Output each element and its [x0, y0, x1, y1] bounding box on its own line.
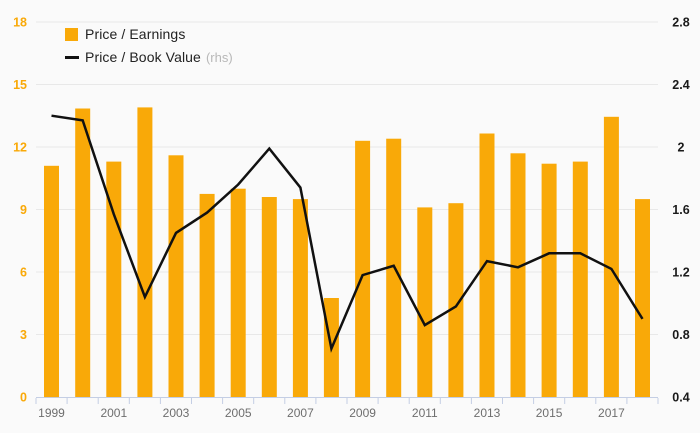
bar-2000	[75, 108, 91, 397]
bar-2005	[230, 188, 246, 397]
x-axis-label-2013: 2013	[474, 406, 501, 420]
bar-2006	[261, 197, 277, 397]
x-axis-label-2003: 2003	[163, 406, 190, 420]
x-axis-label-2007: 2007	[287, 406, 314, 420]
right-axis-labels: 0.4 0.8 1.2 1.6 2 2.4 2.8	[672, 16, 689, 405]
x-axis-label-2015: 2015	[536, 406, 563, 420]
x-axis-label-2017: 2017	[598, 406, 625, 420]
x-axis-labels: 1999 2001 2003 2005 2007 2009 2011 2013 2015 2017	[38, 406, 625, 420]
right-axis-label-2.4: 2.4	[672, 78, 689, 92]
legend-item-price-book-value[interactable]: Price / Book Value (rhs)	[65, 49, 233, 65]
bar-2004	[199, 193, 215, 397]
legend-label-price-earnings: Price / Earnings	[85, 26, 186, 42]
right-axis-label-0.4: 0.4	[672, 391, 689, 405]
x-axis-label-2005: 2005	[225, 406, 252, 420]
right-axis-label-2.8: 2.8	[672, 16, 689, 30]
right-axis-label-0.8: 0.8	[672, 328, 689, 342]
right-axis-label-2: 2	[678, 141, 685, 155]
gridlines	[36, 21, 658, 335]
left-axis-labels: 0 3 6 9 12 15 18	[13, 16, 27, 405]
bar-2018	[635, 199, 650, 397]
price-earnings-bars	[44, 107, 650, 398]
x-axis-label-2009: 2009	[349, 406, 376, 420]
left-axis-label-3: 3	[20, 328, 27, 342]
x-axis-label-2001: 2001	[100, 406, 127, 420]
right-axis-label-1.6: 1.6	[672, 203, 689, 217]
left-axis-label-6: 6	[20, 266, 27, 280]
bar-2003	[168, 155, 184, 397]
x-axis-label-1999: 1999	[38, 406, 65, 420]
bar-1999	[44, 165, 59, 398]
legend-label-price-book-value: Price / Book Value	[85, 49, 201, 65]
left-axis-label-15: 15	[13, 78, 27, 92]
bar-2016	[572, 161, 588, 397]
bar-2009	[355, 140, 371, 398]
price-book-value-line	[51, 114, 644, 353]
left-axis-label-12: 12	[13, 141, 27, 155]
x-axis	[35, 397, 659, 404]
bar-2012	[448, 203, 464, 397]
bar-2014	[510, 153, 526, 397]
bar-2007	[292, 199, 308, 397]
line-series-swatch-icon	[65, 55, 79, 59]
left-axis-label-18: 18	[13, 16, 27, 30]
legend-item-price-earnings[interactable]: Price / Earnings	[65, 26, 233, 42]
left-axis-label-0: 0	[20, 391, 27, 405]
bar-2002	[137, 107, 153, 398]
bar-2013	[479, 133, 495, 397]
right-axis-label-1.2: 1.2	[672, 266, 689, 280]
legend: Price / Earnings Price / Book Value (rhs…	[65, 26, 233, 65]
legend-suffix-rhs: (rhs)	[205, 49, 233, 65]
bar-series-swatch-icon	[65, 27, 78, 41]
bar-2001	[106, 161, 122, 397]
bar-2011	[417, 207, 433, 397]
bar-2015	[541, 163, 557, 397]
x-axis-label-2011: 2011	[412, 406, 438, 420]
bar-2017	[603, 116, 619, 398]
left-axis-label-9: 9	[20, 203, 27, 217]
